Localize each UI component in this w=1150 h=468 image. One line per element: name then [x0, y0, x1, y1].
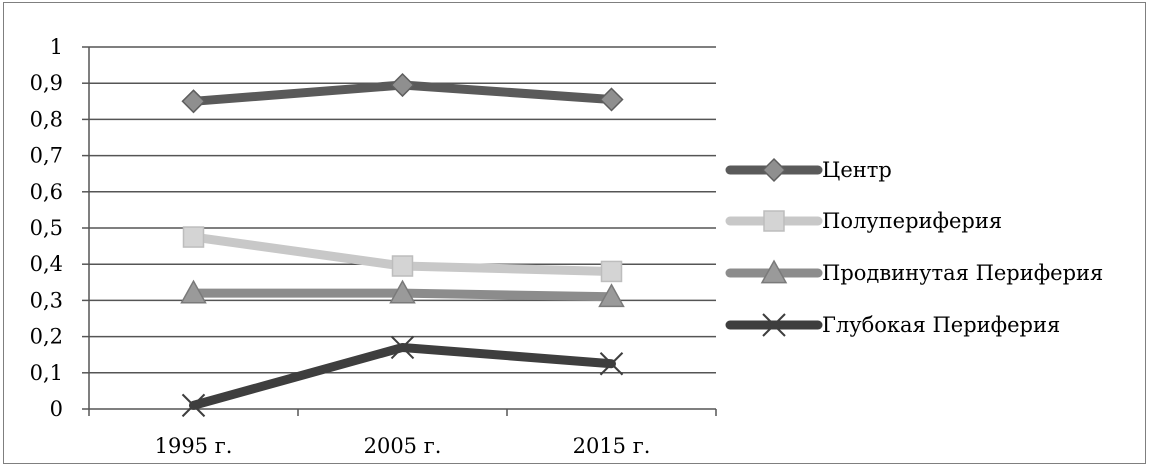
x-tick-label: 2005 г.: [364, 434, 442, 458]
y-tick-label: 0,4: [30, 252, 63, 276]
data-point-marker: [180, 279, 207, 304]
series-markers: [180, 72, 625, 418]
y-tick-label: 0,3: [30, 288, 63, 312]
data-point-marker: [390, 335, 415, 360]
legend-label: Продвинутая Периферия: [822, 261, 1103, 285]
data-point-marker: [599, 352, 624, 376]
legend-swatch-marker: [760, 259, 788, 284]
data-point-marker: [599, 87, 624, 112]
data-point-marker: [600, 260, 623, 283]
y-tick-label: 1: [50, 35, 63, 59]
axes: [82, 46, 717, 416]
y-tick-label: 0,5: [30, 216, 63, 240]
y-tick-labels: 0 0,1 0,2 0,3 0,4 0,5 0,6 0,7 0,8 0,9 1: [30, 35, 63, 421]
legend-swatch-marker: [761, 157, 787, 183]
data-point-marker: [389, 279, 416, 304]
data-point-marker: [598, 283, 625, 308]
y-tick-label: 0,7: [30, 144, 63, 168]
data-point-marker: [182, 226, 205, 248]
data-point-marker: [391, 255, 414, 277]
legend-label: Полупериферия: [822, 209, 1002, 233]
legend-swatch-marker: [763, 210, 785, 232]
legend-label: Глубокая Периферия: [822, 313, 1060, 337]
y-tick-label: 0,6: [30, 180, 63, 204]
y-tick-label: 0,8: [30, 107, 63, 131]
data-point-marker: [181, 89, 206, 114]
y-tick-label: 0: [50, 397, 63, 421]
x-tick-labels: 1995 г. 2005 г. 2015 г.: [155, 434, 651, 458]
x-tick-label: 2015 г.: [573, 434, 651, 458]
y-tick-label: 0,9: [30, 71, 63, 95]
y-tick-label: 0,2: [30, 325, 63, 349]
legend-swatch-marker: [762, 313, 786, 337]
data-point-marker: [181, 393, 206, 418]
x-tick-label: 1995 г.: [155, 434, 233, 458]
series-line: [189, 342, 616, 410]
y-tick-label: 0,1: [30, 361, 63, 385]
series-lines: [189, 80, 616, 410]
data-point-marker: [390, 72, 415, 98]
legend: Центр Полупериферия Продвинутая Периферия Г…: [725, 157, 1103, 337]
legend-label: Центр: [822, 158, 892, 182]
